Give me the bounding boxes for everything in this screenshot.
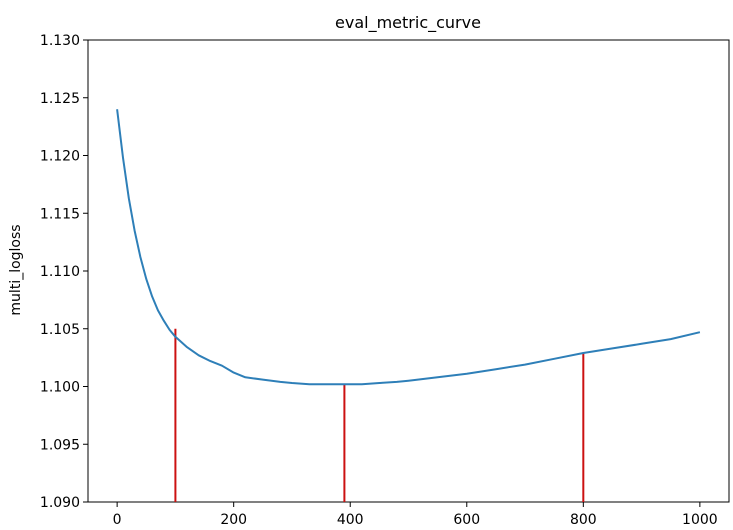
plot-area-frame [87, 39, 730, 503]
x-axis-ticks: 0 200 400 600 800 1000 [113, 502, 718, 528]
y-tick-label: 1.100 [40, 380, 80, 396]
x-tick-label: 200 [220, 512, 247, 528]
chart-title: eval_metric_curve [335, 13, 481, 33]
x-tick-label: 800 [570, 512, 597, 528]
y-tick-label: 1.095 [40, 437, 80, 453]
x-tick-label: 1000 [682, 512, 718, 528]
series-line [116, 109, 701, 386]
y-tick-label: 1.125 [40, 91, 80, 107]
y-tick-label: 1.110 [40, 264, 80, 280]
y-axis-ticks: 1.090 1.095 1.100 1.105 1.110 1.115 1.120 1.125… [40, 33, 88, 511]
series-line-layer [116, 109, 701, 386]
x-tick-label: 0 [113, 512, 122, 528]
y-tick-label: 1.090 [40, 495, 80, 511]
y-tick-label: 1.105 [40, 322, 80, 338]
y-axis-label: multi_logloss [8, 224, 24, 315]
vertical-markers [174, 328, 585, 502]
y-tick-label: 1.120 [40, 149, 80, 165]
y-tick-label: 1.130 [40, 33, 80, 49]
x-tick-label: 600 [453, 512, 480, 528]
x-tick-label: 400 [337, 512, 364, 528]
y-tick-label: 1.115 [40, 206, 80, 222]
